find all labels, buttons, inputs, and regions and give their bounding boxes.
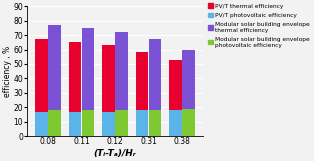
Bar	[136, 110, 149, 136]
Bar	[136, 52, 149, 110]
Bar	[182, 109, 195, 136]
Bar	[35, 39, 48, 112]
Bar	[35, 112, 48, 136]
Bar	[82, 28, 94, 110]
Y-axis label: efficiency , %: efficiency , %	[3, 46, 12, 97]
Bar	[82, 110, 94, 136]
X-axis label: (Tᵢ-Tₐ)/Hᵣ: (Tᵢ-Tₐ)/Hᵣ	[94, 149, 136, 158]
Bar	[149, 39, 161, 110]
Bar	[182, 50, 195, 109]
Bar	[69, 42, 81, 112]
Bar	[69, 112, 81, 136]
Legend: PV/T thermal efficiency, PV/T photovoltaic efficiency, Modular solar building en: PV/T thermal efficiency, PV/T photovolta…	[208, 3, 311, 48]
Bar	[102, 45, 115, 112]
Bar	[115, 32, 128, 110]
Bar	[169, 60, 182, 110]
Bar	[115, 110, 128, 136]
Bar	[48, 25, 61, 110]
Bar	[169, 110, 182, 136]
Bar	[149, 110, 161, 136]
Bar	[48, 110, 61, 136]
Bar	[102, 112, 115, 136]
